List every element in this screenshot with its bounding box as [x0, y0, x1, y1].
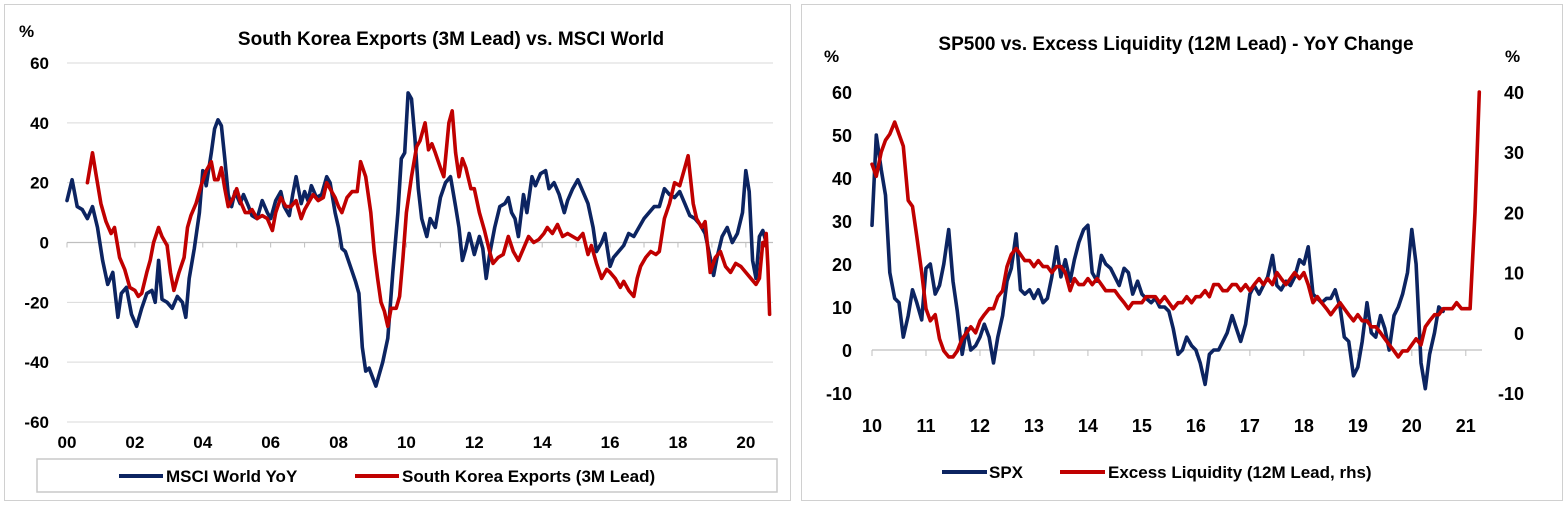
y-tick-label: 40 [30, 114, 49, 133]
x-tick-label: 14 [533, 433, 552, 452]
y-tick-label: -20 [24, 293, 49, 312]
x-tick-label: 20 [736, 433, 755, 452]
x-tick-labels: 10 11 12 13 14 15 16 17 18 19 20 21 [862, 416, 1476, 436]
x-tick-label: 10 [862, 416, 882, 436]
x-tick-label: 19 [1348, 416, 1368, 436]
y-tick-label-right: -10 [1498, 384, 1524, 404]
chart-title: SP500 vs. Excess Liquidity (12M Lead) - … [938, 34, 1413, 55]
legend-item-excess-liquidity: Excess Liquidity (12M Lead, rhs) [1060, 463, 1372, 482]
y-tick-label-left: 10 [832, 298, 852, 318]
y-tick-labels: -60 -40 -20 0 20 40 60 [24, 54, 49, 432]
x-tick-label: 08 [329, 433, 348, 452]
chart-panel-sp500-liquidity: SP500 vs. Excess Liquidity (12M Lead) - … [801, 4, 1563, 501]
x-tick-label: 11 [916, 416, 935, 436]
x-tick-label: 17 [1240, 416, 1260, 436]
series-lines [870, 90, 1482, 391]
legend-item-korea-exports: South Korea Exports (3M Lead) [355, 467, 655, 486]
legend-item-spx: SPX [942, 463, 1024, 482]
x-tick-label: 00 [58, 433, 77, 452]
y-tick-label: 0 [40, 234, 49, 253]
y-tick-label: -40 [24, 353, 49, 372]
y-tick-label-right: 40 [1504, 83, 1524, 103]
legend-label-msci-world: MSCI World YoY [166, 467, 298, 486]
x-tick-label: 02 [125, 433, 144, 452]
y-tick-labels-left: -10 0 10 20 30 40 50 60 [826, 83, 852, 404]
y-tick-label: 20 [30, 174, 49, 193]
gridlines [66, 62, 773, 423]
legend-label-spx: SPX [989, 463, 1024, 482]
y-tick-label-right: 20 [1504, 203, 1524, 223]
x-tick-label: 13 [1024, 416, 1044, 436]
y-tick-label-left: 30 [832, 212, 852, 232]
x-tick-label: 18 [669, 433, 688, 452]
series-lines [65, 91, 772, 388]
y-tick-label-left: -10 [826, 384, 852, 404]
y-tick-label: -60 [24, 413, 49, 432]
y-tick-label-left: 60 [832, 83, 852, 103]
x-tick-label: 12 [970, 416, 990, 436]
x-tick-label: 16 [1186, 416, 1206, 436]
x-tick-label: 20 [1402, 416, 1422, 436]
y-tick-label: 60 [30, 54, 49, 73]
x-tick-label: 06 [261, 433, 280, 452]
y-tick-labels-right: -10 0 10 20 30 40 [1498, 83, 1524, 404]
y-tick-label-left: 50 [832, 126, 852, 146]
x-tick-label: 10 [397, 433, 416, 452]
y-tick-label-left: 0 [842, 341, 852, 361]
x-tick-label: 15 [1132, 416, 1152, 436]
x-tick-label: 12 [465, 433, 484, 452]
series-line-msci-world-yoy [65, 91, 768, 388]
chart-panel-msci-korea: South Korea Exports (3M Lead) vs. MSCI W… [4, 4, 791, 501]
y-axis-unit: % [19, 22, 34, 41]
y-tick-label-left: 20 [832, 255, 852, 275]
chart-title: South Korea Exports (3M Lead) vs. MSCI W… [238, 29, 664, 50]
x-tick-label: 04 [193, 433, 212, 452]
x-tick-label: 18 [1294, 416, 1314, 436]
series-line-excess-liquidity-12m-lead-rhs [870, 90, 1482, 359]
y-axis-unit-left: % [824, 47, 839, 66]
x-tick-label: 16 [601, 433, 620, 452]
x-tick-label: 21 [1456, 416, 1476, 436]
legend-item-msci-world: MSCI World YoY [119, 467, 298, 486]
chart-svg-sp500-liquidity: SP500 vs. Excess Liquidity (12M Lead) - … [824, 34, 1524, 482]
y-tick-label-left: 40 [832, 169, 852, 189]
legend-label-korea-exports: South Korea Exports (3M Lead) [402, 467, 655, 486]
legend-box [36, 458, 778, 493]
series-line-south-korea-exports-3m-lead [85, 109, 772, 329]
y-tick-label-right: 30 [1504, 143, 1524, 163]
chart-svg-msci-korea: South Korea Exports (3M Lead) vs. MSCI W… [19, 22, 778, 493]
y-tick-label-right: 10 [1504, 264, 1524, 284]
legend-label-excess-liquidity: Excess Liquidity (12M Lead, rhs) [1108, 463, 1372, 482]
x-tick-labels: 00 02 04 06 08 10 12 14 16 18 20 [58, 433, 756, 452]
y-axis-unit-right: % [1505, 47, 1520, 66]
y-tick-label-right: 0 [1514, 324, 1524, 344]
x-tick-label: 14 [1078, 416, 1098, 436]
